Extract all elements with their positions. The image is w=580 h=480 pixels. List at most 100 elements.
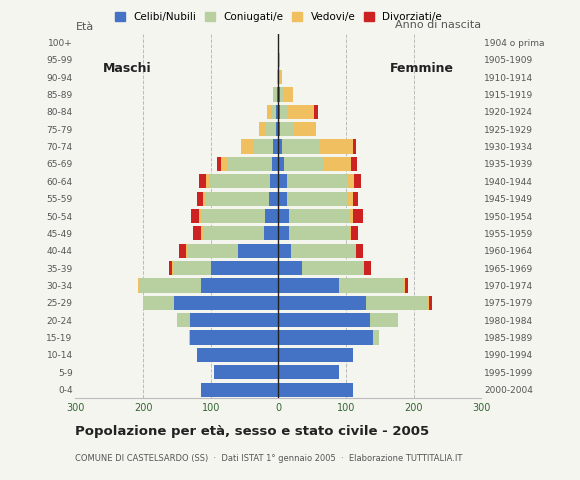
Bar bbox=[206, 174, 209, 188]
Bar bbox=[270, 174, 278, 188]
Bar bbox=[140, 278, 201, 293]
Bar bbox=[349, 209, 353, 223]
Bar bbox=[187, 244, 238, 258]
Bar bbox=[179, 244, 186, 258]
Bar bbox=[263, 226, 278, 240]
Bar bbox=[189, 330, 190, 345]
Bar bbox=[259, 122, 266, 136]
Bar bbox=[356, 244, 363, 258]
Bar bbox=[278, 244, 291, 258]
Bar bbox=[190, 313, 278, 327]
Bar bbox=[278, 296, 367, 310]
Bar bbox=[193, 226, 201, 240]
Bar bbox=[278, 278, 339, 293]
Text: Maschi: Maschi bbox=[103, 62, 151, 75]
Bar bbox=[253, 139, 273, 154]
Bar bbox=[202, 226, 263, 240]
Bar bbox=[138, 278, 140, 293]
Bar bbox=[280, 122, 292, 136]
Bar bbox=[278, 70, 282, 84]
Bar bbox=[287, 105, 314, 119]
Bar bbox=[373, 330, 379, 345]
Bar bbox=[351, 157, 357, 171]
Bar bbox=[278, 348, 353, 362]
Bar bbox=[283, 87, 293, 102]
Bar bbox=[273, 139, 278, 154]
Bar bbox=[370, 313, 397, 327]
Bar bbox=[287, 192, 347, 206]
Bar bbox=[349, 226, 351, 240]
Bar bbox=[367, 296, 427, 310]
Bar bbox=[172, 261, 173, 275]
Bar bbox=[287, 174, 347, 188]
Bar bbox=[291, 244, 355, 258]
Bar bbox=[278, 87, 280, 102]
Bar bbox=[405, 278, 408, 293]
Bar bbox=[278, 174, 287, 188]
Bar bbox=[173, 261, 211, 275]
Bar bbox=[404, 278, 405, 293]
Bar bbox=[353, 209, 363, 223]
Bar bbox=[177, 313, 190, 327]
Bar bbox=[201, 209, 265, 223]
Bar bbox=[186, 244, 187, 258]
Bar bbox=[271, 105, 276, 119]
Bar bbox=[221, 157, 227, 171]
Bar bbox=[278, 139, 282, 154]
Bar bbox=[265, 209, 278, 223]
Bar bbox=[351, 226, 357, 240]
Bar bbox=[278, 105, 280, 119]
Bar bbox=[276, 122, 278, 136]
Bar bbox=[205, 192, 269, 206]
Bar bbox=[278, 365, 339, 380]
Bar bbox=[227, 157, 271, 171]
Bar bbox=[278, 383, 353, 397]
Bar bbox=[278, 226, 288, 240]
Bar bbox=[353, 192, 358, 206]
Bar bbox=[269, 192, 278, 206]
Bar bbox=[191, 209, 199, 223]
Bar bbox=[288, 209, 349, 223]
Bar bbox=[282, 139, 319, 154]
Bar bbox=[277, 70, 278, 84]
Bar bbox=[278, 192, 287, 206]
Bar bbox=[197, 348, 278, 362]
Bar bbox=[292, 122, 316, 136]
Bar bbox=[201, 226, 202, 240]
Bar bbox=[278, 261, 302, 275]
Bar bbox=[203, 192, 205, 206]
Text: Anno di nascita: Anno di nascita bbox=[396, 20, 481, 30]
Bar bbox=[284, 157, 324, 171]
Bar bbox=[199, 174, 206, 188]
Bar bbox=[278, 313, 370, 327]
Bar bbox=[278, 52, 280, 67]
Bar bbox=[278, 122, 280, 136]
Bar bbox=[277, 87, 278, 102]
Bar bbox=[278, 330, 373, 345]
Bar bbox=[238, 244, 278, 258]
Bar bbox=[276, 105, 278, 119]
Bar bbox=[201, 278, 278, 293]
Bar bbox=[211, 261, 278, 275]
Bar bbox=[280, 87, 283, 102]
Text: Femmine: Femmine bbox=[390, 62, 454, 75]
Bar bbox=[190, 330, 278, 345]
Bar bbox=[241, 139, 253, 154]
Bar bbox=[278, 209, 288, 223]
Bar bbox=[324, 157, 351, 171]
Bar bbox=[273, 87, 274, 102]
Bar bbox=[427, 296, 429, 310]
Bar bbox=[201, 383, 278, 397]
Bar bbox=[271, 157, 278, 171]
Bar bbox=[218, 157, 221, 171]
Bar bbox=[339, 278, 404, 293]
Bar bbox=[197, 192, 203, 206]
Bar bbox=[173, 296, 278, 310]
Bar bbox=[347, 192, 353, 206]
Bar bbox=[364, 261, 371, 275]
Bar bbox=[280, 105, 287, 119]
Text: Età: Età bbox=[75, 22, 93, 32]
Bar bbox=[363, 261, 364, 275]
Bar bbox=[353, 139, 356, 154]
Bar bbox=[266, 122, 275, 136]
